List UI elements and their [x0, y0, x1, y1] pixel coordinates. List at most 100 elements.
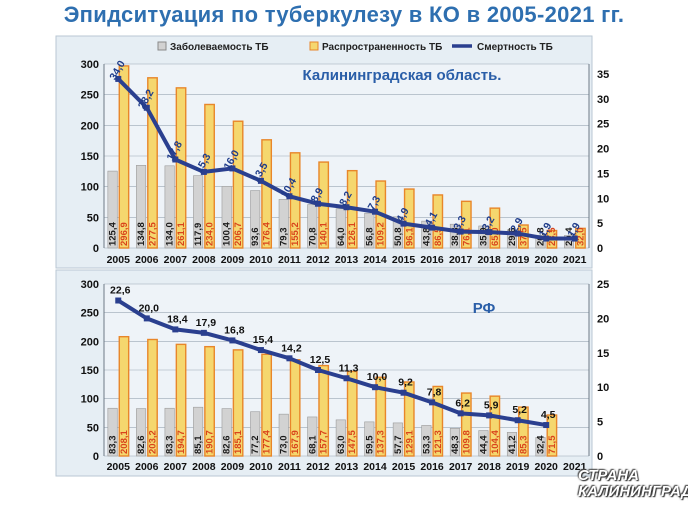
- bar-incidence: [421, 220, 432, 249]
- left-tick-label: 200: [81, 120, 99, 132]
- mortality-point: [343, 204, 350, 211]
- right-tick-label: 25: [597, 119, 609, 131]
- bar-prevalence: [147, 338, 158, 457]
- mortality-label: 17,9: [196, 317, 217, 329]
- bar-incidence-label: 53,3: [421, 436, 432, 455]
- bar-prevalence-label: 177,4: [262, 430, 273, 454]
- bar-incidence-label: 43,8: [421, 228, 432, 247]
- bar-incidence: [107, 170, 118, 249]
- legend-label: Распространенность ТБ: [322, 42, 442, 53]
- right-tick-label: 10: [597, 382, 609, 394]
- mortality-label: 15,4: [253, 334, 274, 346]
- bar-prevalence-label: 155,2: [290, 222, 301, 246]
- left-tick-label: 50: [87, 212, 99, 224]
- category-label: 2010: [249, 254, 273, 266]
- bar-prevalence-label: 65,0: [490, 228, 501, 246]
- category-label: 2018: [477, 254, 501, 266]
- mortality-label: 5,2: [512, 404, 527, 416]
- mortality-label: 11,3: [339, 362, 359, 374]
- bar-incidence-label: 44,4: [478, 435, 489, 454]
- mortality-point: [200, 168, 207, 175]
- bar-incidence-label: 29,6: [507, 228, 518, 247]
- bar-incidence: [364, 212, 375, 249]
- chart-name-label: РФ: [473, 300, 496, 317]
- mortality-point: [143, 315, 150, 322]
- mortality-point: [457, 410, 464, 417]
- bar-prevalence-label: 109,8: [461, 430, 472, 454]
- bar-prevalence-label: 86,5: [433, 227, 444, 246]
- right-tick-label: 20: [597, 313, 609, 325]
- bar-prevalence: [204, 345, 215, 457]
- bar-incidence: [335, 419, 346, 457]
- bar-prevalence-label: 157,7: [319, 430, 330, 454]
- bar-incidence: [392, 216, 403, 249]
- mortality-label: 22,6: [110, 285, 131, 297]
- watermark-line2: КАЛИНИНГРАД: [578, 483, 688, 500]
- mortality-point: [286, 355, 293, 362]
- category-label: 2012: [306, 254, 330, 266]
- left-tick-label: 300: [81, 59, 99, 71]
- bar-prevalence: [460, 200, 472, 249]
- mortality-point: [314, 200, 321, 207]
- bar-prevalence-label: 109,2: [376, 222, 387, 246]
- mortality-point: [172, 326, 179, 333]
- mortality-point: [229, 165, 236, 172]
- left-tick-label: 250: [81, 90, 99, 102]
- bar-prevalence-label: 203,2: [148, 430, 159, 454]
- mortality-point: [115, 75, 122, 82]
- left-tick-label: 150: [81, 151, 99, 163]
- bar-prevalence-label: 277,5: [148, 222, 159, 246]
- bar-incidence: [221, 408, 232, 457]
- bar-prevalence: [432, 194, 444, 249]
- bar-prevalence: [175, 343, 187, 457]
- bar-incidence: [193, 175, 204, 249]
- mortality-point: [286, 193, 293, 200]
- category-label: 2009: [221, 254, 245, 266]
- bar-incidence-label: 85,1: [193, 435, 204, 454]
- category-label: 2011: [278, 254, 301, 266]
- bar-incidence: [506, 229, 517, 249]
- right-tick-label: 0: [597, 451, 603, 463]
- bar-incidence-label: 100,4: [222, 222, 233, 246]
- bar-incidence-label: 38,8: [450, 228, 461, 247]
- mortality-label: 5,9: [484, 399, 499, 411]
- category-label: 2017: [449, 461, 473, 473]
- bar-incidence-label: 83,3: [165, 436, 176, 455]
- category-label: 2006: [135, 254, 159, 266]
- bar-prevalence-label: 71,5: [547, 435, 558, 454]
- mortality-point: [400, 389, 407, 396]
- bar-prevalence-label: 261,1: [176, 222, 187, 246]
- mortality-point: [457, 228, 464, 235]
- bar-prevalence-label: 140,1: [319, 222, 330, 246]
- bar-incidence-label: 59,5: [364, 435, 375, 454]
- bar-prevalence-label: 206,7: [233, 222, 244, 246]
- bar-incidence-label: 50,8: [393, 228, 404, 247]
- bar-incidence: [107, 407, 118, 457]
- bar-incidence-label: 82,6: [222, 436, 233, 455]
- bar-prevalence: [546, 414, 558, 457]
- category-label: 2016: [420, 461, 444, 473]
- left-tick-label: 100: [81, 182, 99, 194]
- legend-swatch: [309, 41, 319, 51]
- category-label: 2008: [192, 254, 216, 266]
- bar-prevalence-label: 76,1: [461, 227, 472, 246]
- bar-prevalence-label: 234,0: [205, 222, 216, 246]
- legend-label: Смертность ТБ: [477, 42, 553, 53]
- mortality-point: [143, 104, 150, 111]
- bar-prevalence: [489, 207, 501, 249]
- mortality-label: 12,5: [310, 354, 331, 366]
- right-tick-label: 10: [597, 193, 609, 205]
- bar-incidence-label: 32,4: [535, 435, 546, 454]
- bar-prevalence-label: 137,3: [376, 430, 387, 454]
- watermark-logo: СТРАНА КАЛИНИНГРАД: [578, 468, 688, 500]
- mortality-label: 18,4: [167, 313, 188, 325]
- bar-prevalence: [232, 349, 244, 457]
- category-label: 2017: [449, 254, 473, 266]
- bar-incidence-label: 70,8: [307, 228, 318, 247]
- category-label: 2005: [107, 254, 131, 266]
- left-tick-label: 300: [81, 279, 99, 291]
- bar-incidence-label: 35,9: [478, 228, 489, 247]
- legend-swatch: [157, 41, 167, 51]
- mortality-point: [543, 422, 550, 429]
